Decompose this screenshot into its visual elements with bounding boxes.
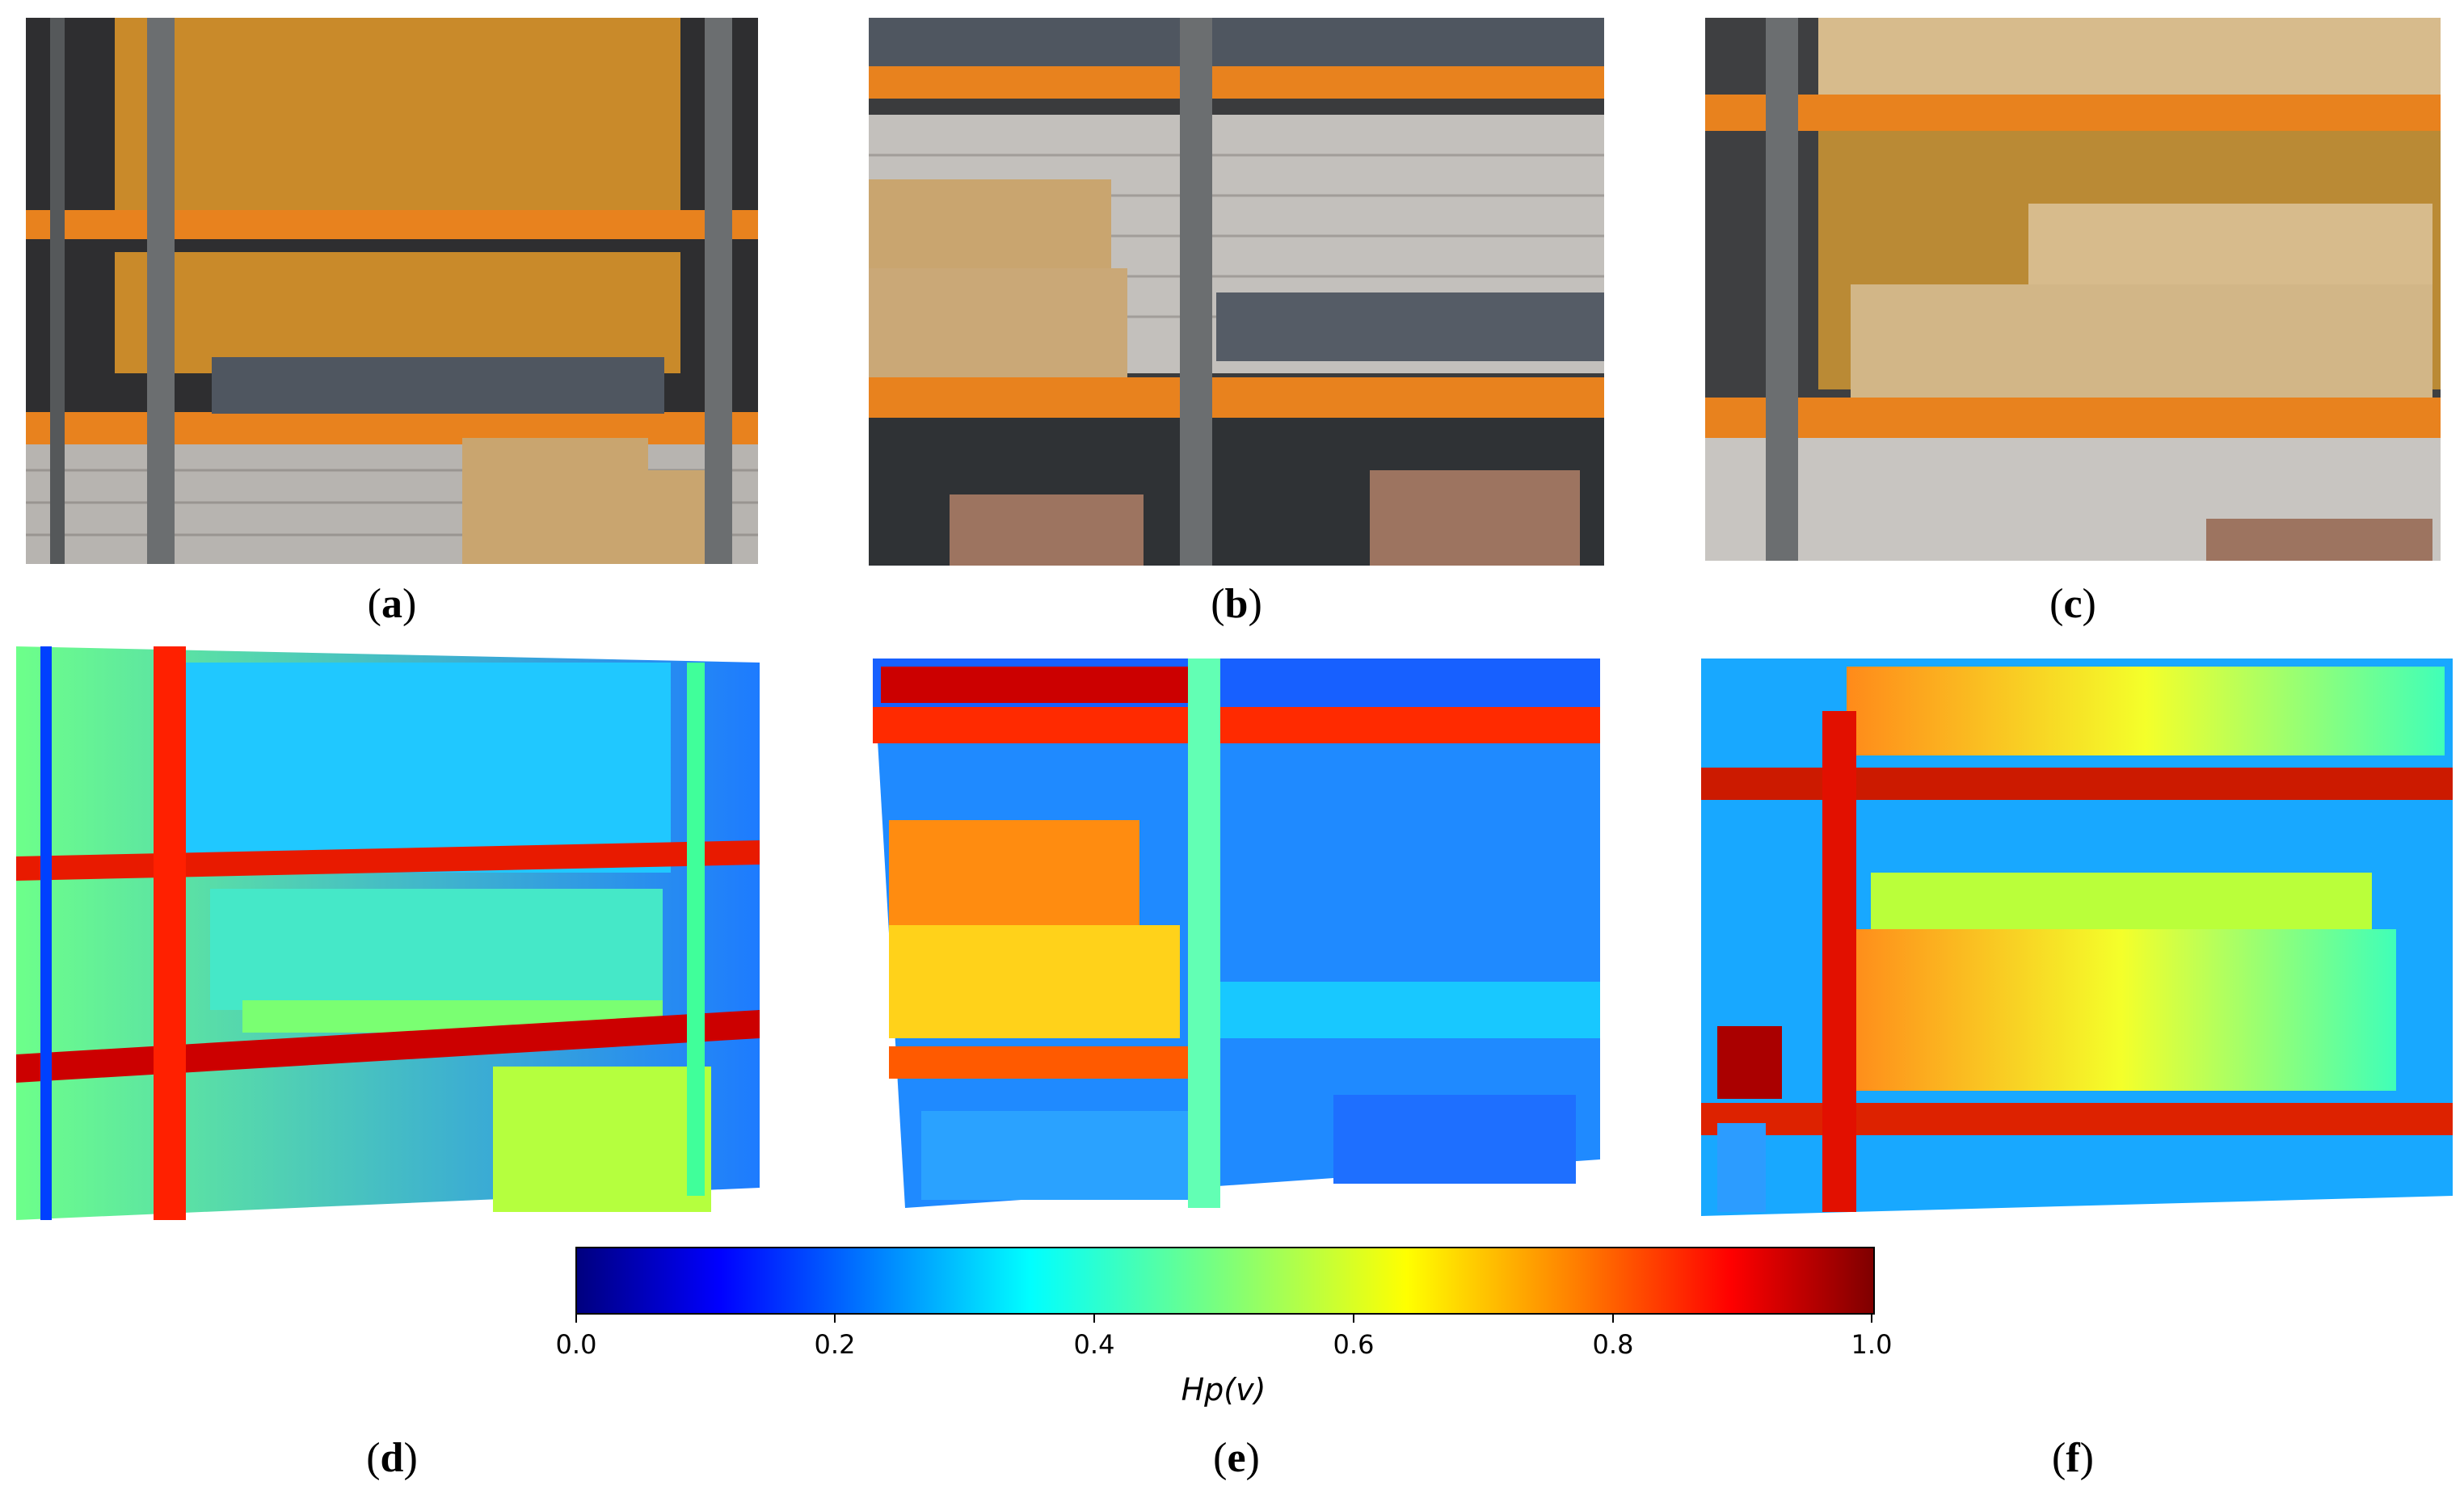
caption-a: (a) [367, 581, 417, 627]
caption-c: (c) [2049, 581, 2096, 627]
colorbar-tick-label: 0.4 [1073, 1329, 1115, 1360]
colorbar-tick-label: 0.6 [1333, 1329, 1375, 1360]
colorbar [575, 1247, 1875, 1315]
colorbar-tick-label: 1.0 [1851, 1329, 1893, 1360]
colorbar-tick [834, 1313, 836, 1323]
caption-b: (b) [1211, 581, 1262, 627]
colorbar-tick [1093, 1313, 1095, 1323]
colorbar-tick-label: 0.0 [555, 1329, 597, 1360]
colorbar-label: Hp(v) [1181, 1372, 1266, 1408]
colorbar-tick [1353, 1313, 1354, 1323]
colorbar-tick [1871, 1313, 1872, 1323]
photo-panel-a [26, 18, 758, 564]
colorbar-tick-label: 0.8 [1592, 1329, 1634, 1360]
caption-e: (e) [1213, 1435, 1260, 1481]
colorbar-tick [1612, 1313, 1614, 1323]
heatmap-panel-f [1701, 646, 2453, 1216]
caption-f: (f) [2052, 1435, 2094, 1481]
colorbar-tick [575, 1313, 577, 1323]
colorbar-tick-label: 0.2 [814, 1329, 856, 1360]
photo-panel-c [1705, 18, 2441, 561]
heatmap-panel-e [873, 659, 1600, 1208]
photo-panel-b [869, 18, 1604, 566]
caption-d: (d) [366, 1435, 418, 1481]
heatmap-panel-d [16, 638, 760, 1220]
